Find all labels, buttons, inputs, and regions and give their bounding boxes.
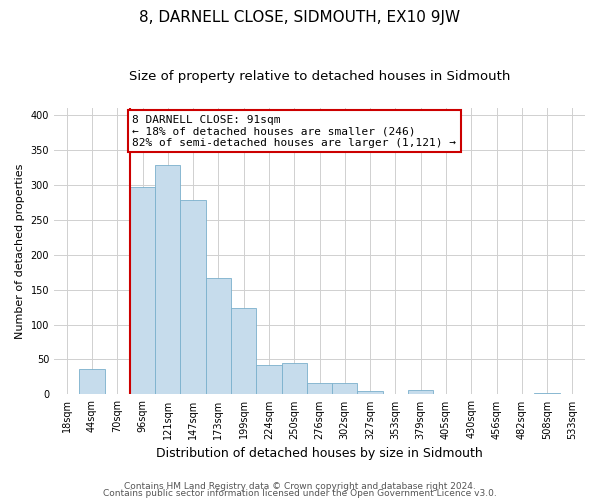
Bar (79, 368, 104, 394)
Y-axis label: Number of detached properties: Number of detached properties (15, 164, 25, 339)
Bar (130, 187, 155, 394)
Bar (155, 165, 181, 394)
Bar (535, 393, 560, 394)
Bar (181, 200, 206, 394)
Bar (206, 278, 231, 394)
Bar (358, 391, 383, 394)
Title: Size of property relative to detached houses in Sidmouth: Size of property relative to detached ho… (129, 70, 510, 83)
Bar (281, 363, 307, 394)
Text: Contains public sector information licensed under the Open Government Licence v3: Contains public sector information licen… (103, 490, 497, 498)
Bar (307, 383, 332, 394)
Bar (256, 365, 281, 394)
Bar (231, 308, 256, 394)
Bar (408, 390, 433, 394)
Text: Contains HM Land Registry data © Crown copyright and database right 2024.: Contains HM Land Registry data © Crown c… (124, 482, 476, 491)
X-axis label: Distribution of detached houses by size in Sidmouth: Distribution of detached houses by size … (156, 447, 483, 460)
Bar (332, 382, 358, 394)
Text: 8, DARNELL CLOSE, SIDMOUTH, EX10 9JW: 8, DARNELL CLOSE, SIDMOUTH, EX10 9JW (139, 10, 461, 25)
Text: 8 DARNELL CLOSE: 91sqm
← 18% of detached houses are smaller (246)
82% of semi-de: 8 DARNELL CLOSE: 91sqm ← 18% of detached… (133, 115, 457, 148)
